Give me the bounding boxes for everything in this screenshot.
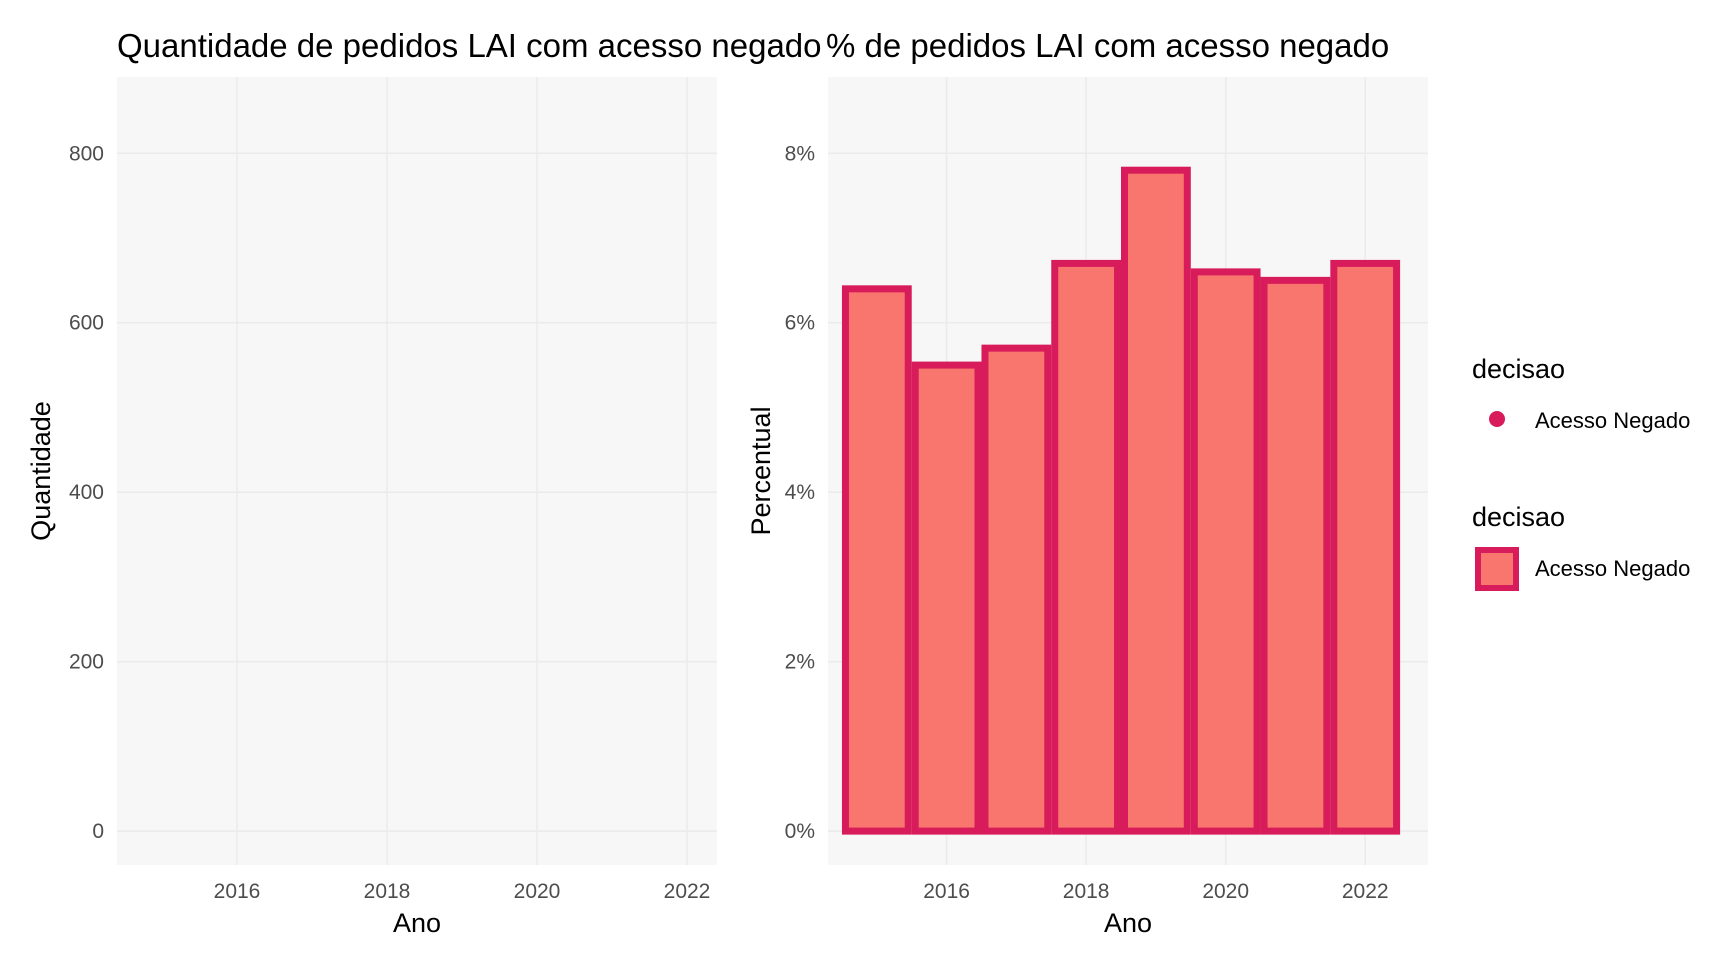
legend-point-key bbox=[1489, 411, 1505, 427]
bar bbox=[981, 344, 1052, 835]
x-tick-label: 2016 bbox=[923, 880, 970, 903]
bar bbox=[1260, 276, 1331, 835]
x-axis-title: Ano bbox=[1104, 908, 1152, 938]
bar bbox=[1051, 259, 1122, 835]
y-tick-label: 600 bbox=[69, 312, 104, 335]
quantity-panel: 2016 2018 2020 2022 0 200 400 600 800 Quantidade… bbox=[26, 27, 822, 938]
bar bbox=[841, 285, 912, 835]
y-axis-title: Percentual bbox=[746, 406, 776, 535]
percentage-panel: 2016 2018 2020 2022 0% 2% 4% 6% 8% % de pedidos … bbox=[746, 27, 1428, 938]
x-tick-label: 2020 bbox=[514, 880, 561, 903]
y-tick-label: 8% bbox=[785, 142, 815, 165]
panel-background bbox=[117, 77, 717, 865]
legend-title: decisao bbox=[1472, 502, 1565, 532]
x-tick-label: 2022 bbox=[1342, 880, 1389, 903]
x-axis-title: Ano bbox=[393, 908, 441, 938]
bar bbox=[1330, 259, 1401, 835]
y-axis-title: Quantidade bbox=[26, 401, 56, 541]
x-tick-label: 2020 bbox=[1202, 880, 1249, 903]
y-tick-label: 4% bbox=[785, 481, 815, 504]
bar bbox=[1121, 166, 1191, 835]
y-tick-label: 0% bbox=[785, 820, 815, 843]
chart-title: % de pedidos LAI com acesso negado bbox=[826, 27, 1389, 64]
y-tick-label: 400 bbox=[69, 481, 104, 504]
legend-label: Acesso Negado bbox=[1535, 408, 1690, 433]
y-tick-label: 800 bbox=[69, 142, 104, 165]
bar bbox=[1190, 268, 1261, 835]
gridlines bbox=[117, 77, 717, 865]
x-tick-label: 2022 bbox=[664, 880, 711, 903]
y-tick-label: 6% bbox=[785, 312, 815, 335]
chart-title: Quantidade de pedidos LAI com acesso neg… bbox=[117, 27, 822, 64]
legend-box-key bbox=[1475, 547, 1519, 591]
legend-title: decisao bbox=[1472, 354, 1565, 384]
y-tick-label: 0 bbox=[92, 820, 104, 843]
x-tick-label: 2018 bbox=[364, 880, 411, 903]
legend: decisao Acesso Negado decisao Acesso Neg… bbox=[1472, 354, 1690, 591]
x-tick-label: 2018 bbox=[1063, 880, 1110, 903]
tick-labels: 2016 2018 2020 2022 0 200 400 600 800 bbox=[69, 142, 710, 903]
legend-label: Acesso Negado bbox=[1535, 556, 1690, 581]
y-tick-label: 2% bbox=[785, 651, 815, 674]
bar-series bbox=[841, 166, 1401, 835]
bar bbox=[911, 361, 982, 835]
x-tick-label: 2016 bbox=[214, 880, 261, 903]
y-tick-label: 200 bbox=[69, 651, 104, 674]
tick-labels: 2016 2018 2020 2022 0% 2% 4% 6% 8% bbox=[785, 142, 1389, 903]
